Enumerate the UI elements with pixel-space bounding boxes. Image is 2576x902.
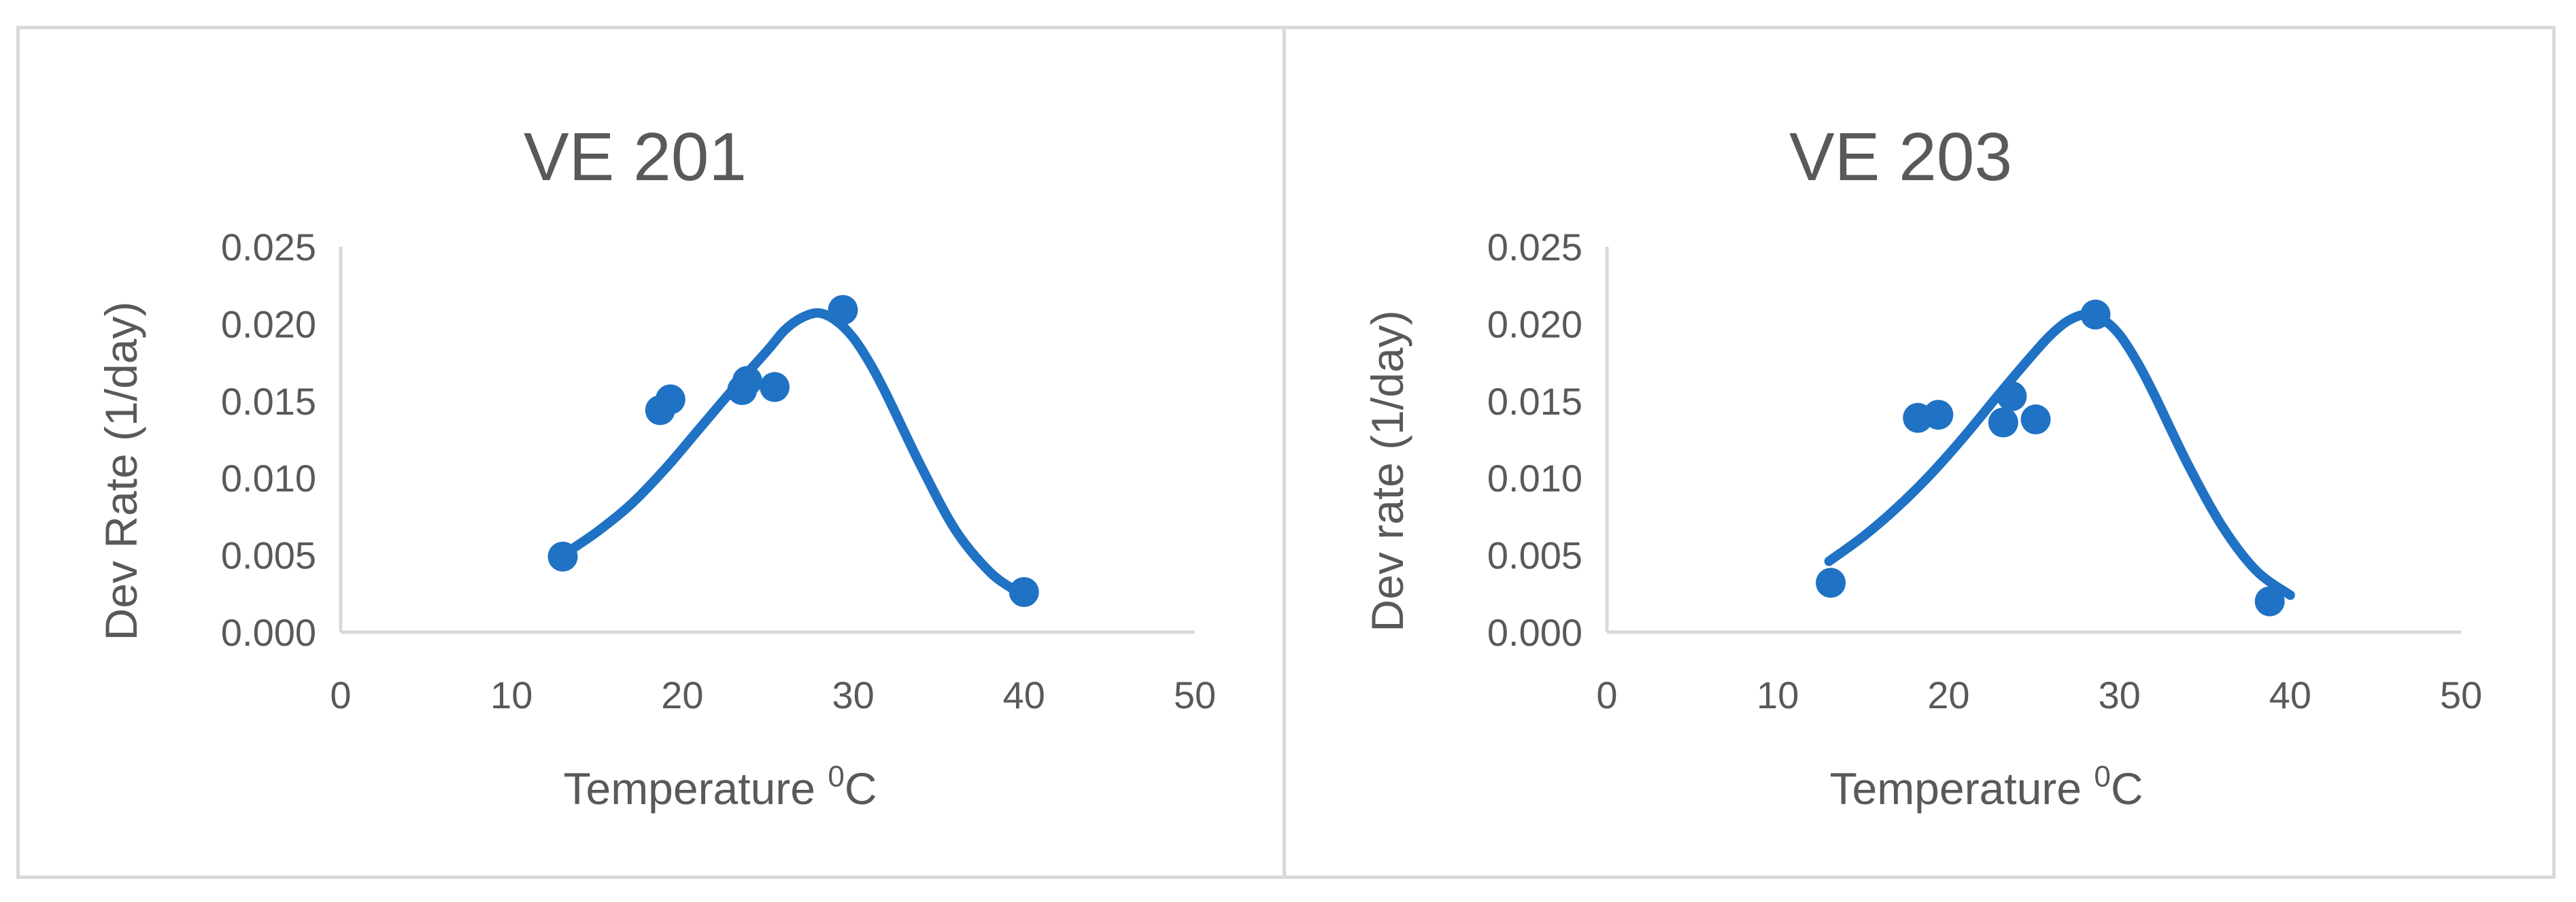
x-axis-title-unit: C xyxy=(2111,763,2143,814)
chart-title: VE 201 xyxy=(524,119,747,195)
y-tick-label: 0.010 xyxy=(1487,457,1582,500)
y-axis-title: Dev Rate (1/day) xyxy=(96,302,146,641)
data-point xyxy=(1923,400,1954,430)
y-tick-label: 0.025 xyxy=(221,226,316,268)
chart-panel-ve203: VE 203 Dev rate (1/day) Temperature 0C 0… xyxy=(1283,26,2556,879)
x-tick-label: 0 xyxy=(330,674,351,716)
data-point xyxy=(1988,407,2018,438)
y-tick-label: 0.025 xyxy=(1487,226,1582,268)
data-point xyxy=(1009,577,1039,608)
x-axis-title-text: Temperature xyxy=(563,763,815,814)
x-tick-label: 10 xyxy=(1757,674,1799,716)
x-tick-label: 10 xyxy=(490,674,532,716)
chart-ve203: VE 203 Dev rate (1/day) Temperature 0C 0… xyxy=(1362,119,2482,814)
x-tick-label: 40 xyxy=(2269,674,2311,716)
y-tick-label: 0.015 xyxy=(1487,380,1582,423)
chart-ve201: VE 201 Dev Rate (1/day) Temperature 0C 0… xyxy=(96,119,1216,814)
y-tick-label: 0.010 xyxy=(221,457,316,500)
data-point xyxy=(547,541,578,572)
y-tick-label: 0.005 xyxy=(221,534,316,577)
x-tick-label: 50 xyxy=(1174,674,1216,716)
data-point xyxy=(2020,404,2051,435)
x-axis-title-superscript: 0 xyxy=(828,760,844,793)
y-tick-label: 0.000 xyxy=(1487,611,1582,654)
chart-panel-ve201: VE 201 Dev Rate (1/day) Temperature 0C 0… xyxy=(16,26,1287,879)
data-point xyxy=(2080,299,2111,330)
x-axis-title: Temperature 0C xyxy=(1829,760,2143,814)
y-tick-label: 0.020 xyxy=(1487,302,1582,345)
x-axis-title-superscript: 0 xyxy=(2094,760,2110,793)
data-point xyxy=(2254,586,2285,617)
x-tick-label: 40 xyxy=(1003,674,1045,716)
y-tick-label: 0.005 xyxy=(1487,534,1582,577)
x-tick-label: 50 xyxy=(2440,674,2482,716)
x-axis-title-unit: C xyxy=(845,763,877,814)
data-point xyxy=(760,372,790,402)
x-tick-label: 30 xyxy=(832,674,874,716)
y-tick-label: 0.020 xyxy=(221,302,316,345)
data-point xyxy=(655,384,685,415)
data-point xyxy=(732,366,762,396)
y-tick-label: 0.015 xyxy=(221,380,316,423)
fit-curve-line xyxy=(1824,309,2295,600)
x-tick-label: 20 xyxy=(1927,674,1969,716)
x-tick-label: 0 xyxy=(1596,674,1617,716)
data-point xyxy=(1997,381,2027,411)
x-axis-title-text: Temperature xyxy=(1829,763,2082,814)
data-point xyxy=(828,294,858,325)
y-tick-label: 0.000 xyxy=(221,611,316,654)
data-point xyxy=(1816,568,1846,598)
y-axis-title: Dev rate (1/day) xyxy=(1362,310,1412,631)
chart-title: VE 203 xyxy=(1789,119,2012,195)
x-tick-label: 30 xyxy=(2098,674,2140,716)
x-tick-label: 20 xyxy=(661,674,703,716)
x-axis-title: Temperature 0C xyxy=(563,760,877,814)
fit-curve-line xyxy=(558,308,1021,595)
